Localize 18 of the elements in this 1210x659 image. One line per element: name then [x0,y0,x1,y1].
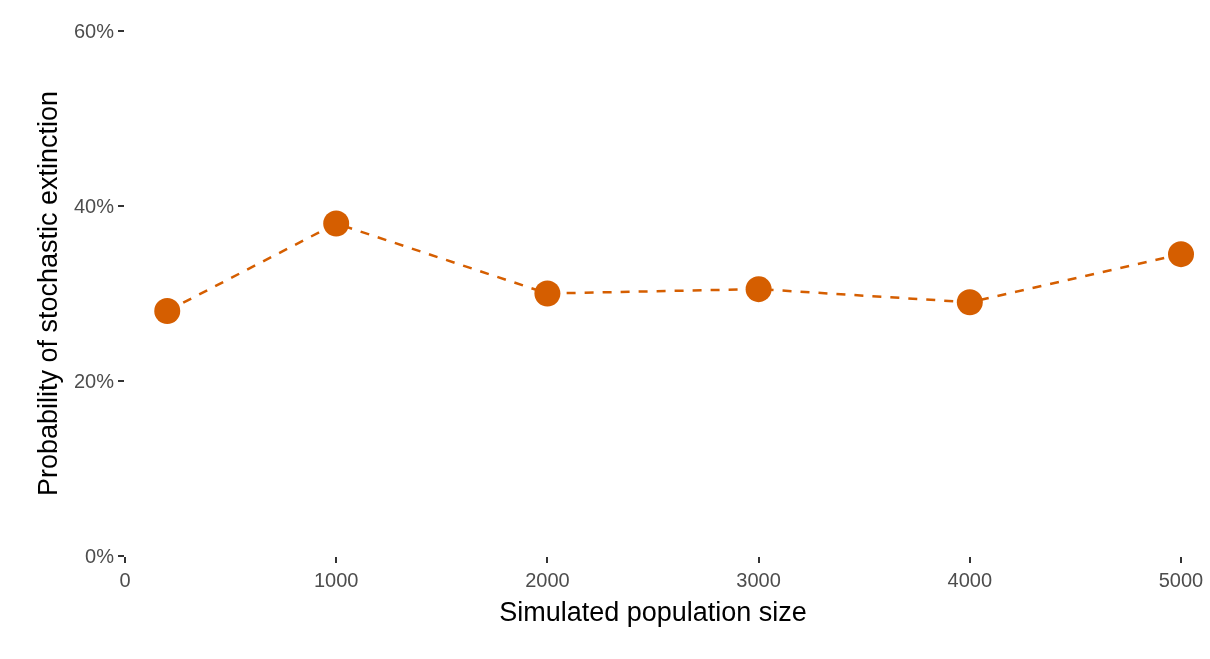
y-tick-label: 0% [85,545,115,567]
point [534,280,561,307]
point [323,210,350,237]
point [1168,241,1194,268]
x-tick-label: 4000 [947,569,993,591]
x-tick-label: 1000 [313,569,359,591]
point [745,276,772,303]
y-tick-label: 60% [73,20,115,42]
x-tick-label: 2000 [525,569,570,591]
y-tick-label: 40% [73,195,115,217]
y-tick-label: 20% [73,370,115,392]
x-tick-label: 3000 [736,569,781,591]
x-axis-title: Simulated population size [499,597,807,628]
y-axis-title: Probability of stochastic extinction [33,90,64,497]
point [154,298,181,324]
x-tick-label: 0 [119,569,131,591]
x-tick-label: 5000 [1158,569,1204,591]
point [956,289,983,316]
